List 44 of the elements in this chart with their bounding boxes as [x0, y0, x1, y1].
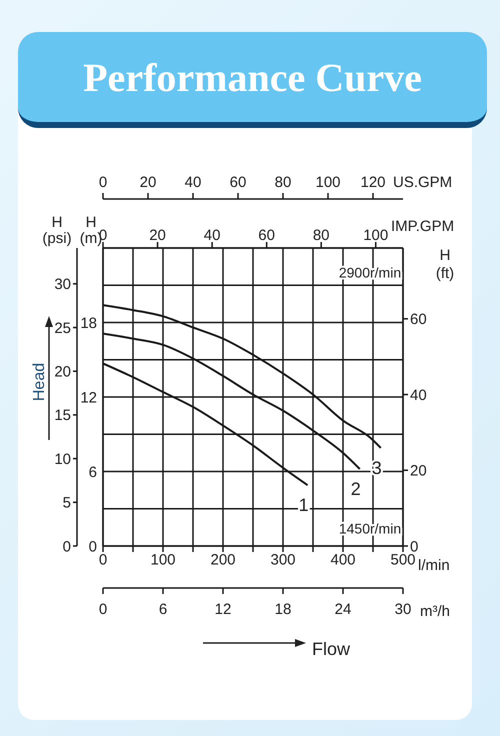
text: Flow — [312, 638, 352, 659]
text: 100 — [315, 174, 341, 191]
x-axis-title: l/min — [418, 557, 450, 574]
x2-tick-label: 80 — [312, 227, 330, 244]
x-tick-label: 200 — [210, 552, 236, 569]
y2-axis-title: H (psi) — [42, 214, 72, 247]
series-label: 2 — [350, 479, 361, 500]
x-tick-label: 100 — [150, 552, 176, 569]
text: Head — [31, 362, 48, 402]
y2-tick-label: 20 — [54, 364, 71, 381]
y-tick-label: 18 — [80, 314, 97, 332]
x2-tick-label: 60 — [258, 227, 275, 244]
text: 80 — [274, 174, 292, 191]
text: 18 — [274, 600, 292, 618]
x-tick-label: 400 — [330, 552, 356, 569]
x-tick-label: 300 — [270, 552, 296, 569]
y2-tick-label: 30 — [54, 276, 71, 294]
text: m³/h — [420, 602, 450, 620]
text: 40 — [184, 174, 202, 191]
x2-tick-label: 20 — [149, 227, 166, 244]
x2-axis-title: IMP.GPM — [391, 218, 454, 235]
y3-tick-label: 60 — [410, 311, 427, 328]
y2-tick-label: 25 — [54, 320, 71, 337]
y-tick-label: 0 — [88, 538, 97, 556]
y2-tick-label: 5 — [62, 494, 71, 512]
text: 120 — [360, 174, 386, 191]
text: 60 — [230, 174, 246, 191]
x2-tick-label: 100 — [363, 227, 388, 244]
y3-axis-title: H (ft) — [436, 247, 454, 282]
y3-tick-label: 20 — [410, 462, 427, 480]
text: 24 — [334, 600, 352, 618]
y2-tick-label: 10 — [54, 450, 71, 468]
y3-tick-label: 40 — [410, 386, 427, 404]
text: 12 — [214, 600, 232, 618]
y-tick-label: 12 — [80, 389, 97, 406]
y-tick-label: 6 — [88, 464, 97, 481]
chart-title: Performance Curve — [83, 54, 422, 100]
text: 6 — [158, 600, 168, 618]
text: 30 — [394, 600, 412, 618]
y2-tick-label: 0 — [62, 538, 71, 556]
text: 20 — [140, 174, 156, 191]
x2-tick-label: 40 — [204, 227, 220, 244]
y2-tick-label: 15 — [54, 407, 71, 424]
text: US.GPM — [393, 174, 452, 191]
